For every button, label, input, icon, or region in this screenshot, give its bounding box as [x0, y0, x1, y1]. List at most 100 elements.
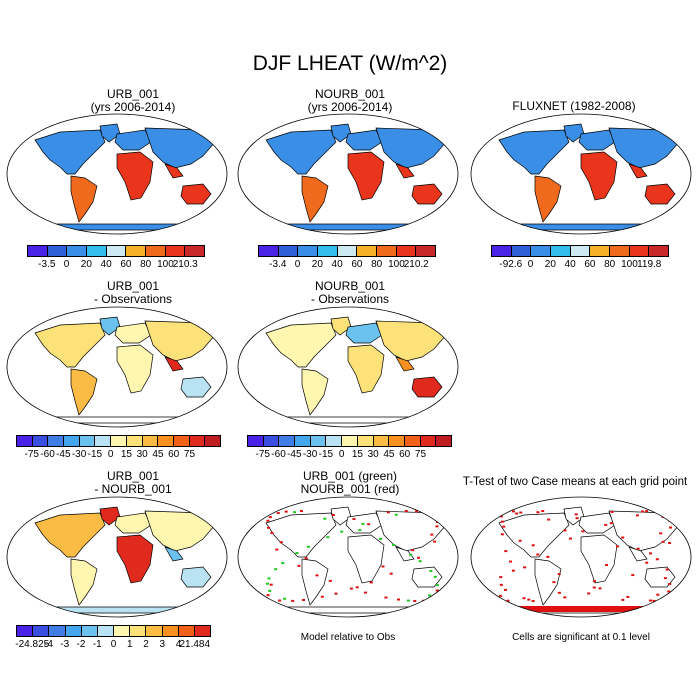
continent-shape: [330, 316, 352, 336]
colorbar-swatch: [416, 246, 436, 256]
ttest-cell: [499, 515, 503, 518]
continent-shape: [563, 123, 585, 143]
ttest-cell: [631, 574, 635, 577]
colorbar-tick-label: -3.4: [269, 259, 287, 270]
significance-dot: [411, 549, 415, 552]
ttest-cell: [661, 540, 665, 543]
colorbar-tick-label: 3: [159, 639, 166, 650]
continent-shape: [411, 183, 443, 205]
continent-shape: [411, 376, 443, 398]
colorbar-swatch: [49, 626, 66, 636]
colorbar-tick-label: -75: [24, 449, 39, 460]
colorbar-swatch: [396, 246, 417, 256]
colorbar-tick-label: 0: [107, 449, 114, 460]
panel-title-line1: NOURB_001: [314, 279, 386, 293]
ttest-cell: [649, 599, 653, 602]
colorbar-tick-label: 1: [126, 639, 133, 650]
ttest-cell: [547, 518, 551, 521]
colorbar-swatch: [194, 626, 211, 636]
significance-dot: [432, 515, 436, 518]
significance-dot: [392, 543, 396, 546]
significance-dot: [430, 533, 434, 536]
continent-shape: [99, 316, 121, 336]
significance-dot: [268, 589, 272, 592]
colorbar-urb-obs-ticks: -75 -60 -45 -30 -15 0 15 30 45 60 75: [16, 449, 221, 461]
significance-dot: [433, 575, 437, 578]
ttest-cell: [665, 568, 669, 571]
panel-title-nourb: NOURB_001 (yrs 2006-2014): [240, 88, 460, 114]
ttest-cell: [552, 581, 556, 584]
continent-shape: [628, 163, 648, 179]
colorbar-tick-label: 30: [367, 449, 379, 460]
colorbar-swatch: [279, 436, 296, 446]
continent-shape: [411, 566, 443, 588]
colorbar-urb-minus-nourb: [16, 625, 211, 637]
ttest-cell: [557, 573, 561, 576]
ttest-cell: [499, 594, 503, 597]
colorbar-swatch: [377, 246, 397, 256]
ttest-cell: [536, 553, 540, 556]
colorbar-tick-label: 45: [383, 449, 395, 460]
ttest-cell: [541, 510, 545, 513]
continent-shape: [563, 506, 585, 526]
continent-shape: [34, 129, 106, 175]
figure-title: DJF LHEAT (W/m^2): [252, 52, 448, 75]
continent-shape: [330, 123, 352, 143]
significance-dot: [331, 513, 335, 516]
significance-dot: [284, 510, 288, 513]
continent-shape: [301, 175, 329, 223]
ttest-cell: [518, 539, 522, 542]
colorbar-swatch: [17, 626, 34, 636]
colorbar-tick-label: 60: [120, 259, 132, 270]
colorbar-swatch: [420, 436, 437, 446]
significance-dot: [269, 583, 273, 586]
ttest-cell: [511, 569, 515, 572]
colorbar-swatch: [185, 246, 205, 256]
panel-title-line1: URB_001 (green): [302, 469, 398, 483]
panel-title-green-red: URB_001 (green) NOURB_001 (red): [240, 470, 460, 496]
continent-shape: [628, 546, 648, 562]
ttest-cell: [663, 512, 667, 515]
continent-shape: [99, 123, 121, 143]
significance-dot: [267, 526, 271, 529]
colorbar-swatch: [146, 246, 166, 256]
colorbar-swatch: [111, 436, 127, 446]
ttest-cell: [641, 510, 645, 513]
colorbar-swatch: [436, 436, 451, 446]
significance-dot: [384, 596, 388, 599]
colorbar-tick-label: 75: [183, 449, 196, 460]
significance-dot: [275, 548, 279, 551]
map-ttest: [470, 496, 692, 618]
significance-dot: [328, 579, 332, 582]
colorbar-swatch: [17, 436, 33, 446]
significance-dot: [433, 540, 437, 543]
colorbar-tick-label: 20: [80, 259, 92, 270]
continent-shape: [498, 129, 570, 175]
continent-shape: [330, 506, 352, 526]
colorbar-swatch: [79, 436, 96, 446]
continent-shape: [144, 510, 216, 552]
colorbar-urb-minus-nourb-ticks: -24.825 -4 -3 -2 -1 0 1 2 3 4 21.484: [15, 639, 211, 651]
ttest-cell: [636, 547, 640, 550]
significance-dot: [266, 519, 270, 522]
colorbar-tick-label: 80: [604, 259, 616, 270]
significance-dot: [379, 537, 383, 540]
colorbar-swatch: [373, 436, 390, 446]
continent-shape: [144, 127, 216, 169]
colorbar-nourb-obs-ticks: -75 -60 -45 -30 -15 0 15 30 45 60 75: [247, 449, 452, 461]
ttest-cell: [499, 583, 503, 586]
colorbar-tick-label: 100: [388, 259, 405, 270]
colorbar-tick-label: -15: [318, 449, 334, 460]
continent-shape: [164, 163, 184, 179]
colorbar-tick-label: -3: [60, 639, 70, 650]
colorbar-swatch: [205, 436, 220, 446]
colorbar-tick-label: -30: [302, 449, 318, 460]
continent-shape: [180, 566, 212, 588]
significance-dot: [276, 512, 280, 515]
ttest-cell: [656, 593, 660, 596]
ttest-cell: [500, 520, 504, 523]
map-urb: [6, 113, 228, 235]
colorbar-urb: [27, 245, 205, 257]
panel-title-urb: URB_001 (yrs 2006-2014): [23, 88, 243, 114]
significance-dot: [334, 592, 338, 595]
